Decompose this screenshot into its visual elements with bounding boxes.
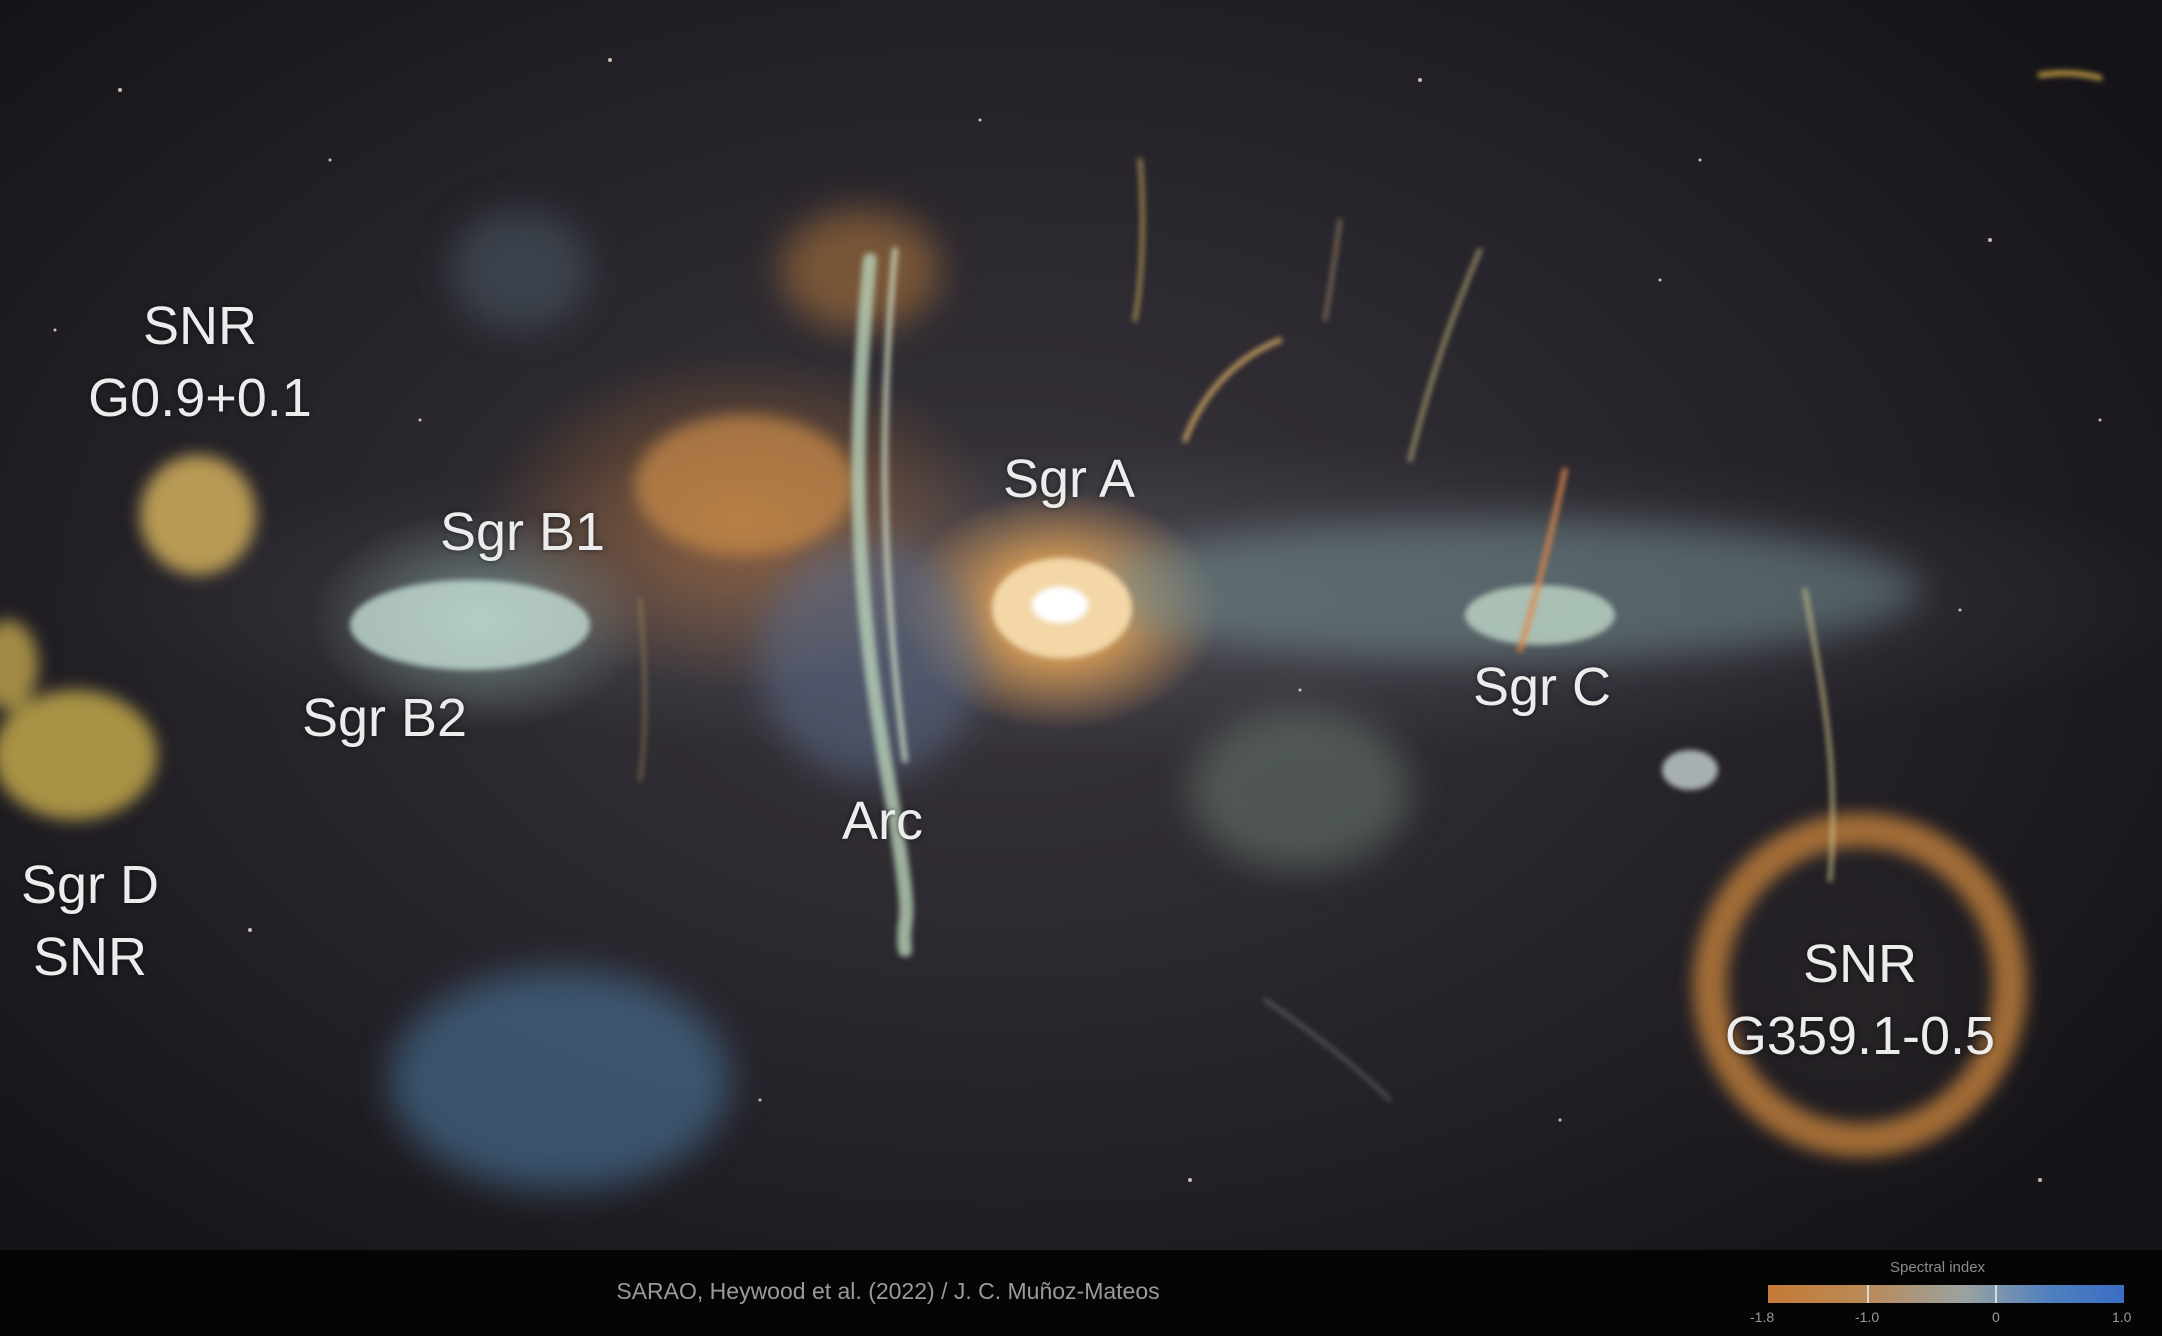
label-sgr-d-line2: SNR [32,927,147,987]
galactic-center-radio-image: SNR G0.9+0.1 Sgr B1 Sgr B2 Sgr D SNR Arc… [0,0,2162,1250]
label-sgr-d-line1: Sgr D [20,855,160,915]
label-sgr-b2: Sgr B2 [302,688,468,748]
colorbar-title: Spectral index [1890,1259,1986,1276]
colorbar-tick [1995,1285,1997,1303]
image-credit: SARAO, Heywood et al. (2022) / J. C. Muñ… [616,1278,1160,1304]
nebula-structures [0,58,2103,1190]
label-snr-g09: SNR G0.9+0.1 [30,290,370,434]
colorbar-tick-label: -1.8 [1750,1309,1775,1325]
label-sgr-c: Sgr C [1473,657,1612,717]
label-snr-g09-line2: G0.9+0.1 [88,368,312,428]
colorbar-tick-label: 0 [1992,1309,2000,1325]
label-snr-g359: SNR G359.1-0.5 [1690,928,2030,1072]
colorbar-tick-label: 1.0 [2112,1309,2132,1325]
label-snr-g359-line2: G359.1-0.5 [1724,1006,1996,1066]
label-sgr-d-snr: Sgr D SNR [0,849,180,993]
label-snr-g359-line1: SNR [1802,934,1917,994]
colorbar-tick [1867,1285,1869,1303]
label-sgr-b1: Sgr B1 [440,502,606,562]
colorbar-tick-label: -1.0 [1855,1309,1880,1325]
label-sgr-a: Sgr A [1003,449,1136,509]
label-snr-g09-line1: SNR [142,296,257,356]
colorbar-gradient [1768,1285,2124,1303]
label-arc: Arc [842,791,923,851]
